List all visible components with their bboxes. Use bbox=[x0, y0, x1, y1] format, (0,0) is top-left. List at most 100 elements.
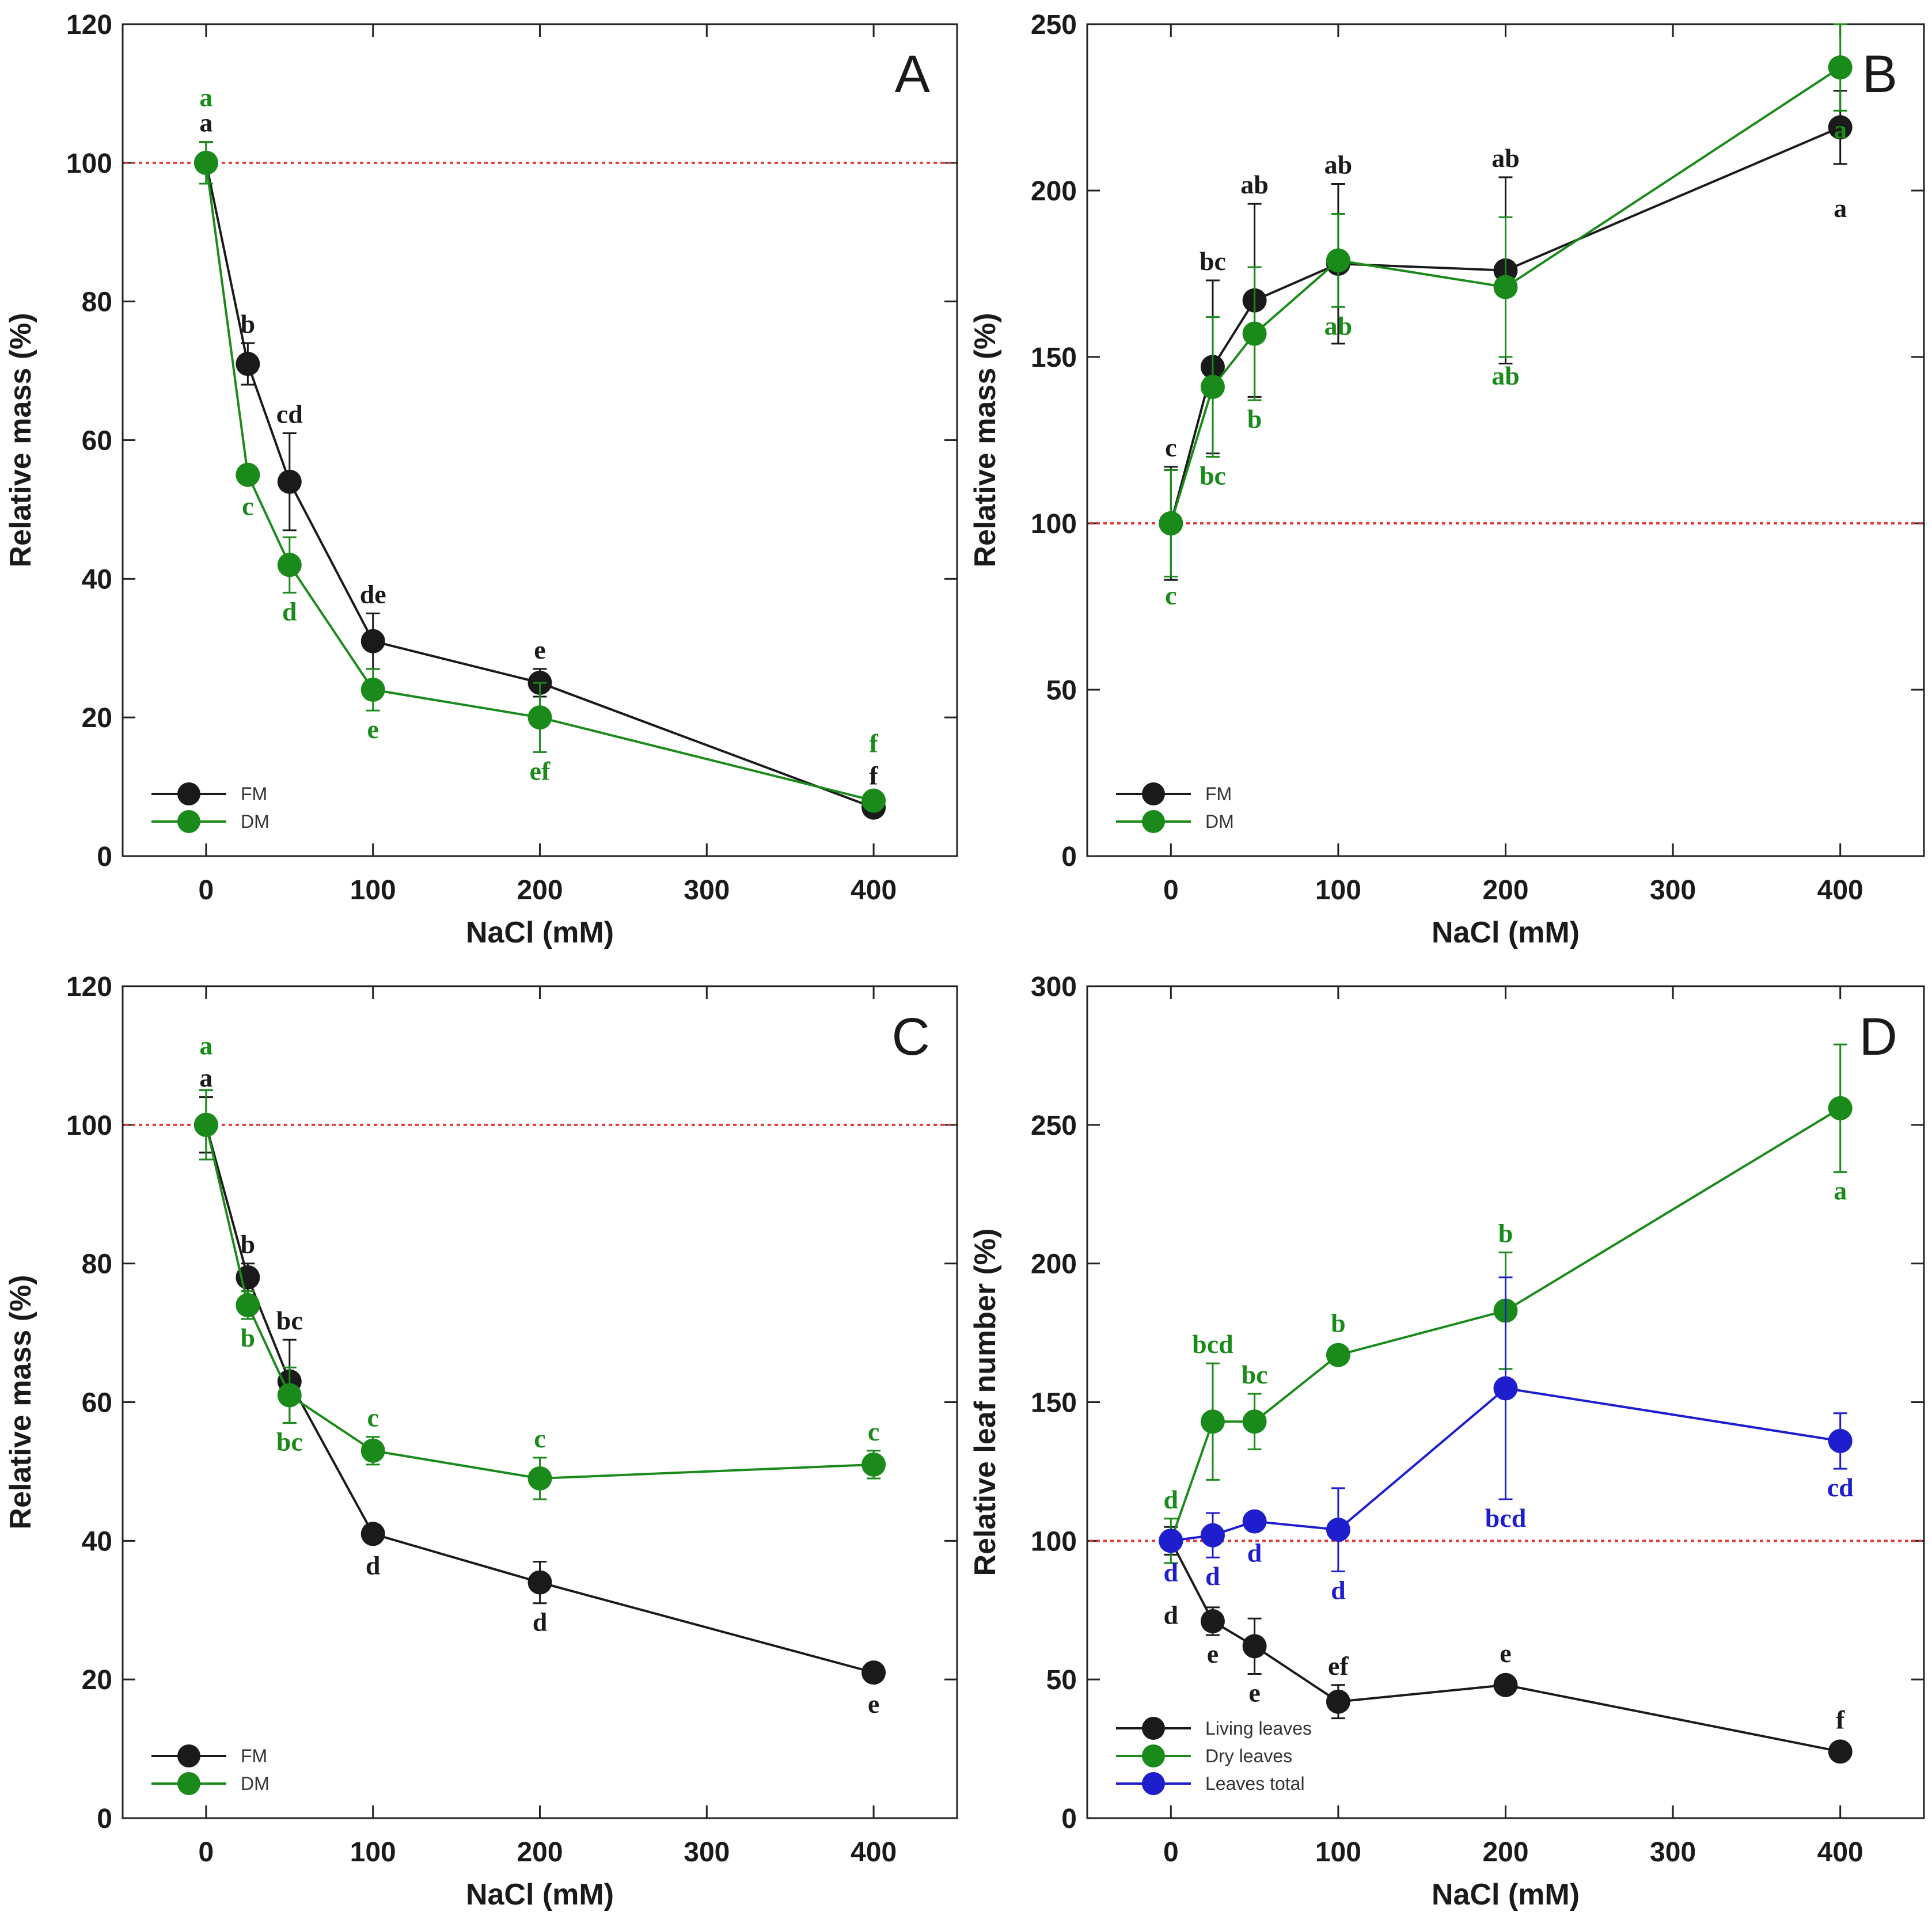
x-tick-label: 100 bbox=[350, 1837, 396, 1868]
data-point bbox=[1200, 375, 1225, 400]
data-point bbox=[1828, 1096, 1853, 1120]
legend-label: DM bbox=[1205, 811, 1234, 832]
legend-marker bbox=[1142, 1744, 1165, 1767]
y-tick-label: 300 bbox=[1031, 972, 1077, 1002]
x-tick-label: 300 bbox=[684, 1837, 730, 1868]
panel-letter: A bbox=[895, 45, 931, 104]
legend-label: Leaves total bbox=[1205, 1773, 1305, 1794]
panel-c: 0 100 200 300 400 0 20 40 60 80 100 120 NaCl (mM) Rel… bbox=[4, 972, 958, 1911]
x-axis-title: NaCl (mM) bbox=[466, 916, 614, 949]
significance-label: bcd bbox=[1485, 1503, 1527, 1533]
significance-label: ef bbox=[1328, 1651, 1349, 1681]
significance-label: b bbox=[1247, 404, 1262, 434]
significance-label: cd bbox=[1827, 1473, 1854, 1502]
data-point bbox=[360, 1438, 385, 1463]
y-tick-label: 20 bbox=[82, 1665, 112, 1695]
x-tick-label: 400 bbox=[1817, 1837, 1863, 1868]
panel-letter: C bbox=[892, 1008, 930, 1066]
legend-marker bbox=[177, 782, 200, 805]
significance-label: d bbox=[1164, 1485, 1179, 1514]
significance-label: b bbox=[241, 1230, 256, 1259]
data-point bbox=[1828, 115, 1853, 140]
significance-label: f bbox=[869, 761, 878, 790]
significance-label: ab bbox=[1240, 170, 1269, 199]
significance-label: d bbox=[1331, 1575, 1346, 1605]
series-line-dm bbox=[204, 162, 874, 802]
panel-letter: B bbox=[1862, 45, 1897, 104]
x-tick-label: 400 bbox=[851, 875, 897, 906]
significance-label: c bbox=[242, 492, 253, 521]
x-tick-label: 300 bbox=[1650, 875, 1696, 906]
significance-label: e bbox=[868, 1689, 879, 1719]
data-point bbox=[1326, 248, 1350, 273]
significance-label: d bbox=[1205, 1561, 1220, 1591]
legend-marker bbox=[1142, 810, 1165, 833]
x-tick-label: 100 bbox=[1315, 875, 1361, 906]
x-tick-label: 0 bbox=[1163, 875, 1179, 906]
significance-label: b bbox=[241, 309, 256, 339]
y-tick-label: 100 bbox=[66, 149, 112, 179]
y-axis-title: Relative mass (%) bbox=[4, 1275, 37, 1529]
x-axis-title: NaCl (mM) bbox=[1432, 1878, 1580, 1911]
x-tick-label: 0 bbox=[199, 1837, 214, 1868]
legend-marker bbox=[177, 1772, 200, 1795]
data-point bbox=[1159, 1529, 1183, 1553]
data-point bbox=[1493, 275, 1518, 299]
significance-label: e bbox=[1248, 1678, 1260, 1708]
y-tick-label: 120 bbox=[66, 10, 112, 40]
x-tick-label: 400 bbox=[1817, 875, 1863, 906]
significance-label: de bbox=[360, 580, 386, 609]
panel-a: 0 100 200 300 400 0 20 40 60 80 100 120 NaCl (mM) Rel… bbox=[4, 10, 958, 949]
legend-label: FM bbox=[1205, 784, 1232, 804]
data-point bbox=[1242, 1634, 1267, 1659]
y-tick-label: 60 bbox=[82, 1388, 112, 1419]
significance-label: c bbox=[1165, 433, 1176, 462]
significance-label: b bbox=[1498, 1218, 1513, 1248]
data-point bbox=[1242, 1509, 1267, 1534]
data-point bbox=[277, 553, 302, 577]
significance-label: d bbox=[1164, 1600, 1179, 1629]
y-tick-label: 80 bbox=[82, 287, 112, 318]
x-axis-title: NaCl (mM) bbox=[1432, 916, 1580, 949]
y-tick-label: 250 bbox=[1031, 10, 1077, 40]
data-point bbox=[1200, 1609, 1225, 1634]
significance-label: d bbox=[282, 596, 297, 626]
significance-label: d bbox=[533, 1607, 548, 1637]
y-tick-label: 40 bbox=[82, 564, 112, 595]
legend-marker bbox=[1142, 782, 1165, 805]
significance-label: b bbox=[1331, 1309, 1346, 1338]
x-tick-label: 200 bbox=[517, 1837, 563, 1868]
significance-label: bc bbox=[1200, 461, 1226, 490]
data-point bbox=[1242, 321, 1267, 346]
data-point bbox=[861, 1660, 886, 1685]
significance-label: e bbox=[1207, 1639, 1219, 1668]
y-tick-label: 40 bbox=[82, 1526, 112, 1557]
data-point bbox=[1326, 1518, 1350, 1542]
y-tick-label: 100 bbox=[1031, 509, 1077, 539]
x-axis-title: NaCl (mM) bbox=[466, 1878, 614, 1911]
data-point bbox=[527, 1466, 552, 1491]
panel-d: 0 100 200 300 400 0 50 100 150 200 250 300 NaCl (mM)… bbox=[969, 972, 1925, 1911]
plot-frame bbox=[122, 985, 958, 1819]
series-line-dm bbox=[1170, 66, 1841, 524]
legend-marker bbox=[177, 810, 200, 833]
y-tick-label: 100 bbox=[1031, 1526, 1077, 1557]
data-point bbox=[861, 788, 886, 813]
data-point bbox=[360, 629, 385, 653]
y-tick-label: 50 bbox=[1046, 675, 1077, 706]
data-point bbox=[527, 705, 552, 730]
significance-label: bc bbox=[276, 1306, 303, 1335]
legend-marker bbox=[177, 1744, 200, 1767]
data-point bbox=[1326, 1343, 1350, 1367]
y-axis-title: Relative leaf number (%) bbox=[969, 1229, 1002, 1576]
significance-label: f bbox=[869, 729, 878, 758]
legend-marker bbox=[1142, 1717, 1165, 1740]
data-point bbox=[1493, 1672, 1518, 1697]
y-axis-title: Relative mass (%) bbox=[969, 313, 1002, 567]
x-tick-label: 200 bbox=[1482, 875, 1528, 906]
y-tick-label: 0 bbox=[1061, 1804, 1077, 1834]
legend-label: DM bbox=[241, 811, 270, 832]
data-point bbox=[1200, 1523, 1225, 1548]
significance-label: c bbox=[367, 1403, 378, 1432]
y-tick-label: 250 bbox=[1031, 1111, 1077, 1141]
